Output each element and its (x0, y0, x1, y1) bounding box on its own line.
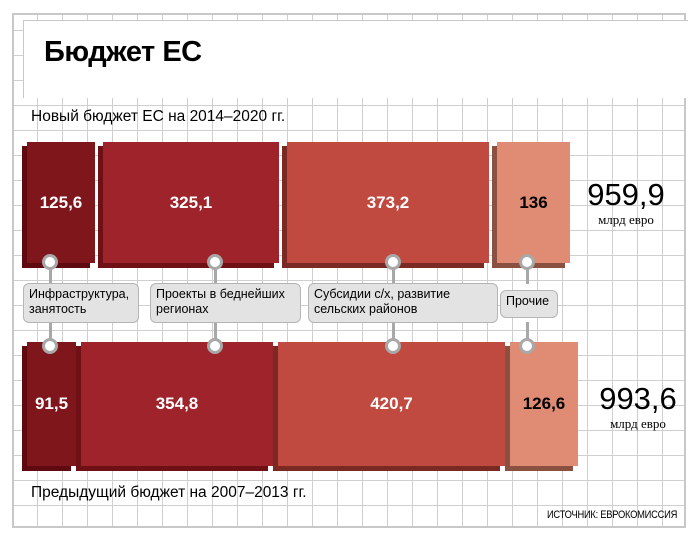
title-box (23, 20, 688, 98)
total-previous: 993,6 млрд евро (592, 381, 684, 432)
bar-label: 354,8 (155, 394, 199, 413)
bar-previous-1: 354,8 (76, 342, 273, 471)
total-value: 959,9 (587, 177, 665, 212)
series-title-previous: Предыдущий бюджет на 2007–2013 гг. (31, 484, 307, 501)
bar-label: 325,1 (169, 192, 213, 212)
connector-pin (519, 338, 535, 354)
bar-label: 126,6 (522, 394, 566, 413)
connector-pin (42, 254, 58, 270)
bar-new-2: 373,2 (282, 142, 489, 268)
page-title: Бюджет ЕС (44, 36, 202, 68)
connector-pin (519, 254, 535, 270)
connector-line (526, 322, 529, 344)
total-value: 993,6 (599, 381, 677, 416)
bar-previous-3: 126,6 (505, 342, 578, 471)
bar-label: 125,6 (39, 192, 83, 212)
bar-label: 373,2 (366, 192, 410, 212)
connector-line (392, 262, 395, 284)
bar-label: 91,5 (34, 394, 69, 413)
total-unit: млрд евро (610, 416, 666, 431)
connector-pin (207, 254, 223, 270)
category-label: Инфраструктура, занятость (23, 283, 139, 323)
bar-new-3: 136 (492, 142, 570, 268)
bar-label: 136 (519, 192, 548, 212)
total-unit: млрд евро (598, 212, 654, 227)
source-note: ИСТОЧНИК: ЕВРОКОМИССИЯ (546, 509, 677, 521)
connector-line (526, 262, 529, 284)
connector-pin (207, 338, 223, 354)
bar-previous-0: 91,5 (22, 342, 76, 471)
category-label: Проекты в беднейших регионах (150, 283, 301, 323)
category-label: Прочие (500, 290, 558, 318)
connector-line (214, 322, 217, 344)
connector-pin (42, 338, 58, 354)
bar-new-0: 125,6 (22, 142, 95, 268)
total-new: 959,9 млрд евро (580, 177, 672, 228)
connector-pin (385, 254, 401, 270)
series-title-new: Новый бюджет ЕС на 2014–2020 гг. (31, 108, 286, 125)
connector-pin (385, 338, 401, 354)
connector-line (214, 262, 217, 284)
bar-new-1: 325,1 (98, 142, 279, 268)
connector-line (49, 262, 52, 284)
bar-previous-2: 420,7 (273, 342, 505, 471)
bar-label: 420,7 (370, 394, 413, 413)
connector-line (49, 322, 52, 344)
connector-line (392, 322, 395, 344)
category-label: Субсидии с/х, развитие сельских районов (308, 283, 498, 323)
